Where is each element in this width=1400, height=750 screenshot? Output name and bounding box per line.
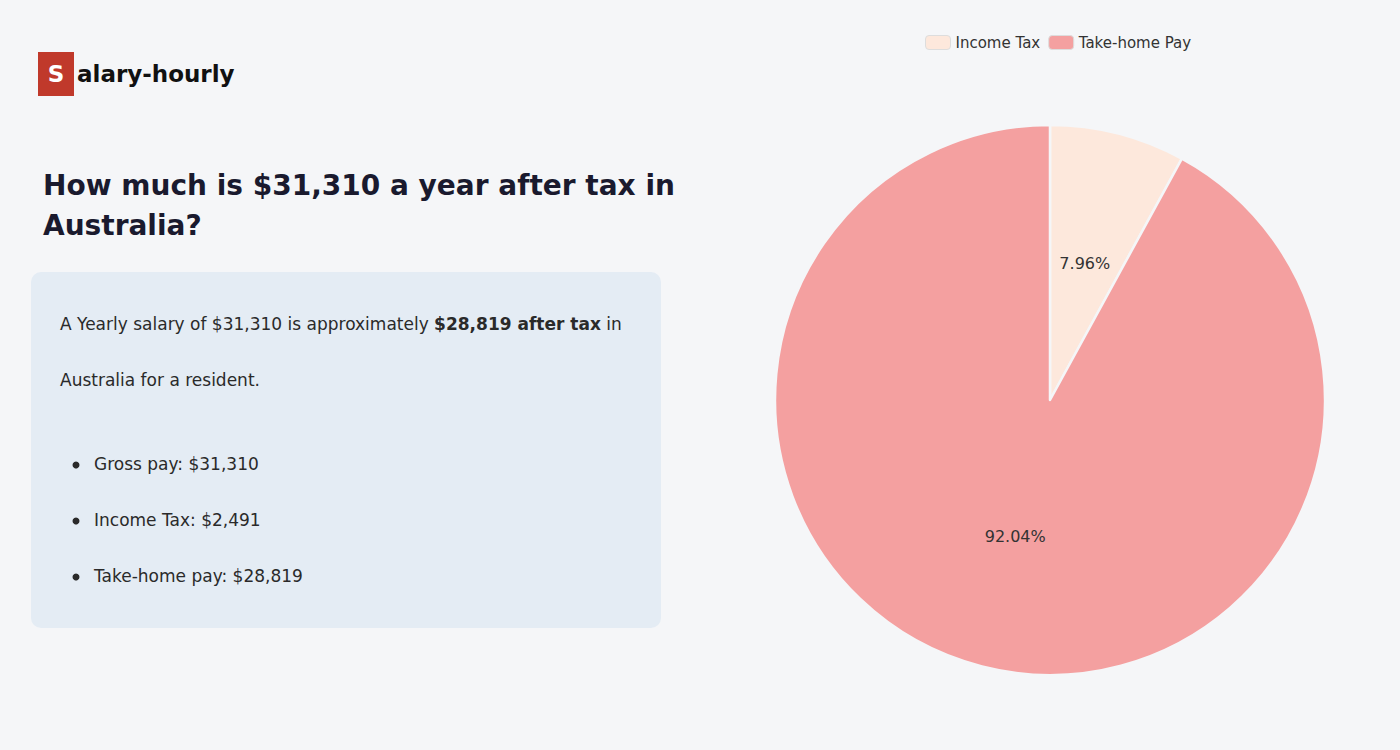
svg-text:alary-hourly: alary-hourly (77, 61, 235, 87)
svg-text:Income Tax: Income Tax (956, 34, 1041, 52)
svg-text:Australia for a resident.: Australia for a resident. (60, 370, 260, 390)
svg-text:7.96%: 7.96% (1059, 254, 1110, 273)
svg-text:Income Tax: $2,491: Income Tax: $2,491 (94, 510, 261, 530)
svg-text:S: S (48, 61, 65, 87)
svg-text:Take-home Pay: Take-home Pay (1078, 34, 1192, 52)
svg-text:in: in (601, 314, 622, 334)
svg-text:Take-home pay: $28,819: Take-home pay: $28,819 (93, 566, 303, 586)
svg-text:How much is $31,310 a year aft: How much is $31,310 a year after tax in (43, 169, 675, 202)
svg-text:A Yearly salary of $31,310 is: A Yearly salary of $31,310 is approximat… (60, 314, 434, 334)
svg-text:Gross pay: $31,310: Gross pay: $31,310 (94, 454, 259, 474)
svg-text:92.04%: 92.04% (985, 527, 1046, 546)
svg-text:Australia?: Australia? (43, 209, 202, 242)
svg-text:$28,819 after tax: $28,819 after tax (434, 314, 601, 334)
